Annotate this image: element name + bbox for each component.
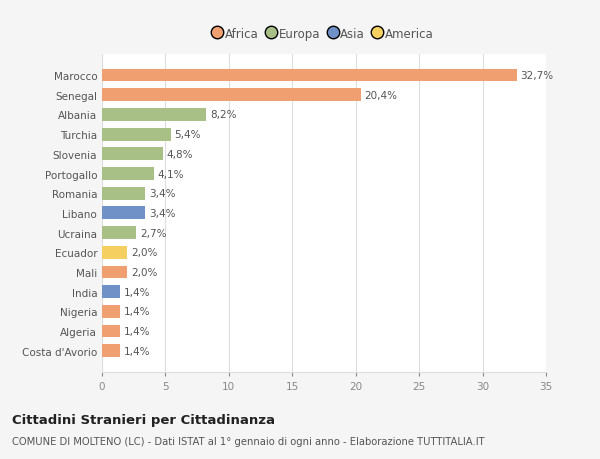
Bar <box>102 69 517 82</box>
Bar <box>102 246 127 259</box>
Bar <box>102 187 145 200</box>
Bar <box>102 129 170 141</box>
Bar <box>102 266 127 279</box>
Text: 1,4%: 1,4% <box>124 346 150 356</box>
Bar <box>102 89 361 102</box>
Text: 3,4%: 3,4% <box>149 189 175 199</box>
Text: COMUNE DI MOLTENO (LC) - Dati ISTAT al 1° gennaio di ogni anno - Elaborazione TU: COMUNE DI MOLTENO (LC) - Dati ISTAT al 1… <box>12 436 485 446</box>
Text: 2,7%: 2,7% <box>140 228 167 238</box>
Bar <box>102 227 136 240</box>
Text: 3,4%: 3,4% <box>149 208 175 218</box>
Text: 1,4%: 1,4% <box>124 326 150 336</box>
Bar <box>102 305 120 318</box>
Bar <box>102 168 154 180</box>
Text: 32,7%: 32,7% <box>521 71 554 81</box>
Bar <box>102 345 120 358</box>
Text: 1,4%: 1,4% <box>124 307 150 317</box>
Bar <box>102 109 206 122</box>
Bar <box>102 325 120 338</box>
Bar <box>102 207 145 220</box>
Text: Cittadini Stranieri per Cittadinanza: Cittadini Stranieri per Cittadinanza <box>12 413 275 426</box>
Text: 4,1%: 4,1% <box>158 169 184 179</box>
Bar <box>102 285 120 298</box>
Text: 4,8%: 4,8% <box>167 150 193 159</box>
Text: 5,4%: 5,4% <box>175 130 201 140</box>
Text: 2,0%: 2,0% <box>131 248 158 258</box>
Legend: Africa, Europa, Asia, America: Africa, Europa, Asia, America <box>209 23 439 45</box>
Text: 8,2%: 8,2% <box>210 110 236 120</box>
Text: 2,0%: 2,0% <box>131 268 158 277</box>
Text: 20,4%: 20,4% <box>365 90 398 101</box>
Text: 1,4%: 1,4% <box>124 287 150 297</box>
Bar <box>102 148 163 161</box>
